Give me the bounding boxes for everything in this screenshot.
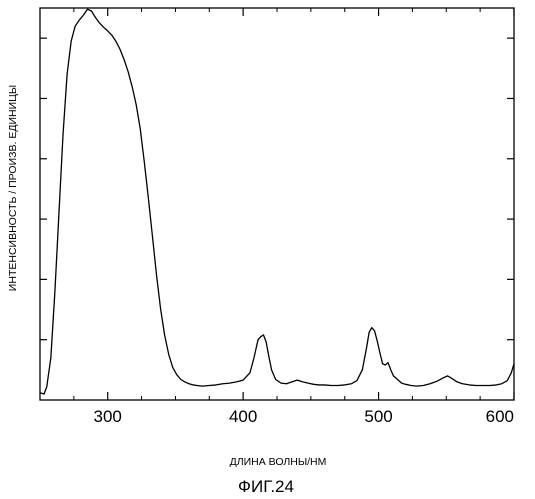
axis-ticks (40, 8, 514, 400)
y-axis-title: ИНТЕНСИВНОСТЬ / ПРОИЗВ. ЕДИНИЦЫ (7, 85, 19, 291)
x-tick-label: 300 (94, 407, 122, 426)
spectrum-line-0 (40, 9, 514, 394)
x-tick-label: 500 (364, 407, 392, 426)
x-axis-title: ДЛИНА ВОЛНЫ/НМ (230, 456, 327, 468)
x-tick-label: 600 (486, 407, 514, 426)
x-tick-label: 400 (229, 407, 257, 426)
x-tick-labels: 300 400 500 600 (94, 407, 514, 426)
figure-caption: ФИГ.24 (238, 477, 294, 496)
series-group (40, 9, 514, 394)
plot-frame (40, 8, 514, 400)
